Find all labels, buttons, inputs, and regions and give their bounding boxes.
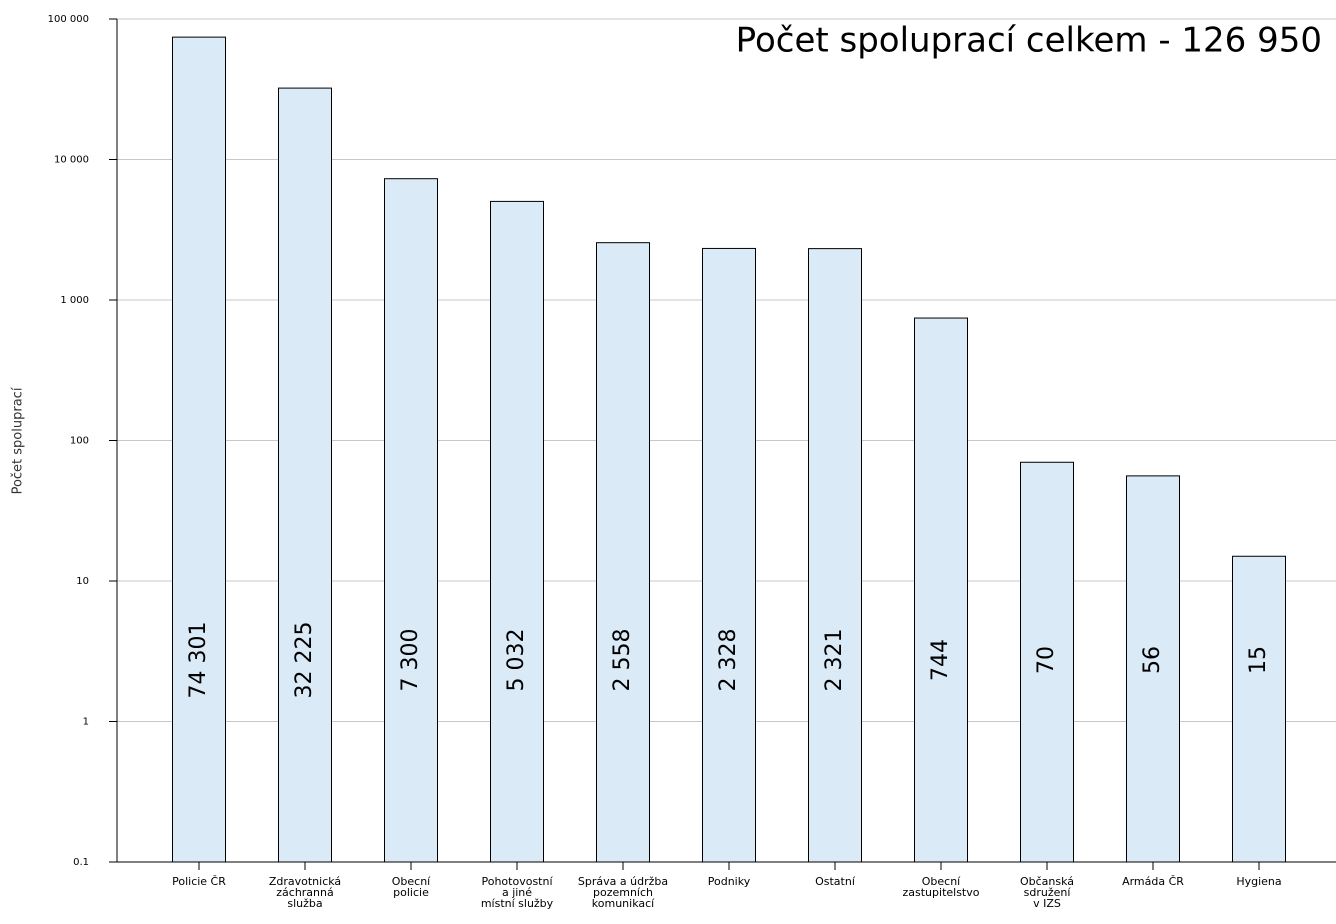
x-tick-label: Občanská sdružení v IZS [1019, 875, 1075, 910]
bar [172, 36, 226, 863]
bar [1232, 555, 1286, 863]
value-label: 7 300 [398, 629, 423, 692]
x-tick-label: Armáda ČR [1122, 875, 1184, 888]
bar [808, 248, 862, 863]
bar [384, 178, 438, 863]
value-label: 2 558 [610, 629, 635, 692]
x-tick-label: Pohotovostní a jiné místní služby [480, 875, 554, 910]
bar [278, 87, 332, 863]
y-tick-label: 10 000 [54, 155, 89, 166]
x-tick-label: Hygiena [1236, 875, 1282, 888]
bar [490, 200, 544, 863]
y-tick-label: 1 [83, 717, 89, 728]
x-tick-label: Obecní zastupitelstvo [902, 875, 980, 899]
bar [596, 242, 650, 863]
y-tick-label: 0.1 [73, 857, 89, 868]
bar [1126, 475, 1180, 863]
x-tick-label: Obecní policie [391, 875, 431, 899]
bar [702, 247, 756, 863]
value-label: 56 [1140, 646, 1165, 674]
value-label: 744 [928, 639, 953, 681]
y-tick-label: 100 [70, 436, 89, 447]
value-label: 74 301 [186, 622, 211, 699]
bar [914, 317, 968, 863]
x-tick-label: Ostatní [815, 875, 855, 888]
x-tick-label: Podniky [707, 875, 751, 888]
chart-title: Počet spoluprací celkem - 126 950 [736, 21, 1322, 61]
value-label: 70 [1034, 646, 1059, 674]
value-label: 2 321 [822, 629, 847, 692]
bar [1020, 461, 1074, 863]
value-label: 15 [1246, 646, 1271, 674]
y-tick-label: 100 000 [48, 14, 89, 25]
y-tick-label: 10 [76, 576, 89, 587]
value-label: 5 032 [504, 629, 529, 692]
x-tick-label: Správa a údržba pozemních komunikací [577, 875, 669, 910]
value-label: 32 225 [292, 622, 317, 699]
y-axis-label: Počet spoluprací [11, 387, 26, 494]
x-tick-label: Zdravotnická záchranná služba [268, 875, 342, 910]
x-tick-label: Policie ČR [172, 875, 226, 888]
y-tick-label: 1 000 [60, 295, 89, 306]
value-label: 2 328 [716, 629, 741, 692]
